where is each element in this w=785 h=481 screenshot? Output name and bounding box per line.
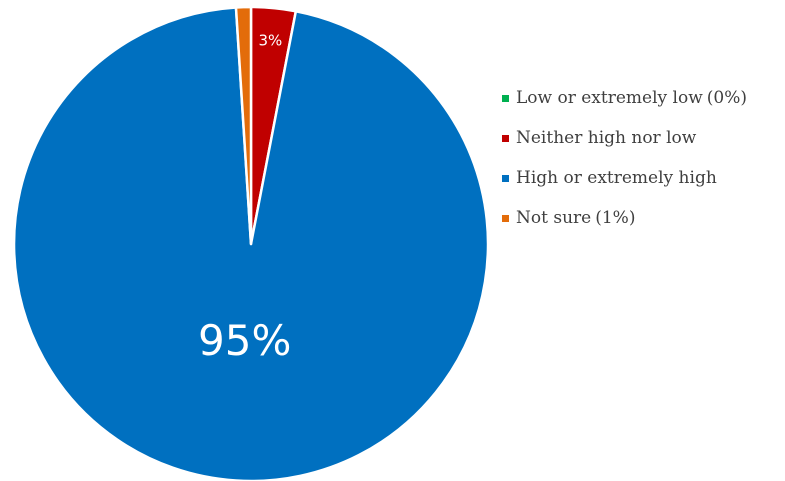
legend-swatch — [502, 134, 509, 142]
pie-slice-labels: 3% 95% — [198, 32, 291, 365]
legend-percent: (0%) — [706, 88, 747, 108]
legend-label: Low or extremely low — [516, 88, 703, 108]
legend-swatch — [502, 214, 509, 222]
legend-item-low-or-extremely-low: Low or extremely low (0%) — [502, 78, 782, 118]
legend-item-not-sure: Not sure (1%) — [502, 198, 782, 238]
slice-label-neither-high-nor-low: 3% — [259, 32, 283, 50]
pie-slices — [12, 5, 490, 481]
legend-swatch — [502, 174, 509, 182]
legend-item-high-or-extremely-high: High or extremely high — [502, 158, 782, 198]
legend-label: High or extremely high — [516, 168, 717, 188]
legend-label: Neither high nor low — [516, 128, 697, 148]
legend-label: Not sure — [516, 208, 592, 228]
pie-slice-not-sure — [234, 5, 253, 246]
slice-label-high-or-extremely-high: 95% — [198, 316, 291, 365]
legend: Low or extremely low (0%) Neither high nor… — [502, 78, 782, 238]
legend-item-neither-high-nor-low: Neither high nor low — [502, 118, 782, 158]
legend-percent: (1%) — [595, 208, 636, 228]
legend-swatch — [502, 94, 509, 102]
